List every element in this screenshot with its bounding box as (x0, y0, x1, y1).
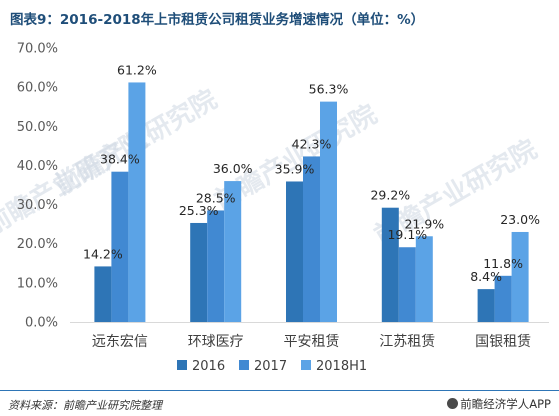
footer-divider (0, 390, 559, 391)
x-category-label: 国银租赁 (475, 334, 531, 350)
bar (111, 171, 129, 322)
bar (94, 266, 112, 322)
data-label: 42.3% (292, 136, 332, 151)
bar (511, 231, 529, 322)
watermark-layer: 前瞻产业研究院前瞻产业研究院前瞻产业研究院前瞻产业研究院 (0, 84, 542, 252)
brand-logo-icon (447, 398, 459, 409)
x-category-label: 远东宏信 (92, 334, 148, 350)
legend-label: 2018H1 (316, 359, 367, 374)
data-label: 11.8% (483, 256, 523, 271)
legend-swatch (177, 360, 187, 370)
chart-title: 图表9：2016-2018年上市租赁公司租赁业务增速情况（单位：%） (10, 12, 425, 28)
bar-chart: 前瞻产业研究院前瞻产业研究院前瞻产业研究院前瞻产业研究院 0.0% 10.0% 20… (0, 42, 549, 374)
bar (303, 156, 320, 322)
data-labels-layer: 14.2% 38.4% 61.2% 25.3%28.5% 36.0% 35.9% 42.3%… (83, 62, 540, 284)
y-tick-label: 60.0% (17, 81, 58, 96)
data-label: 25.3% (179, 203, 219, 218)
bar (286, 181, 303, 322)
bar (224, 181, 242, 322)
data-label: 61.2% (117, 62, 157, 77)
y-tick-label: 70.0% (17, 42, 58, 57)
data-label: 36.0% (213, 161, 253, 176)
y-tick-label: 50.0% (17, 120, 58, 135)
data-label: 23.0% (500, 212, 540, 227)
brand-name: 前瞻经济学人APP (460, 397, 551, 411)
data-label: 19.1% (387, 227, 427, 242)
legend-swatch (239, 360, 249, 370)
y-tick-label: 0.0% (25, 316, 58, 331)
data-label: 38.4% (100, 152, 140, 167)
bar (494, 275, 512, 322)
data-label: 28.5% (196, 190, 236, 205)
y-tick-label: 40.0% (17, 159, 58, 174)
bar (320, 101, 337, 322)
legend-swatch (301, 360, 311, 370)
legend: 2016 2017 2018H1 (177, 359, 367, 374)
x-category-label: 环球医疗 (188, 334, 244, 350)
bar (415, 236, 433, 322)
source-note: 资料来源：前瞻产业研究院整理 (8, 399, 162, 412)
legend-label: 2017 (254, 359, 287, 374)
x-axis-categories: 远东宏信 环球医疗 平安租赁 江苏租赁 国银租赁 (92, 334, 531, 350)
data-label: 8.4% (470, 269, 502, 284)
bar (381, 207, 399, 322)
x-category-label: 江苏租赁 (379, 334, 435, 350)
bar (207, 210, 225, 322)
legend-label: 2016 (192, 359, 225, 374)
y-tick-label: 30.0% (17, 198, 58, 213)
bar (477, 289, 495, 322)
brand-signature: 前瞻经济学人APP (447, 396, 551, 412)
data-label: 56.3% (309, 82, 349, 97)
x-category-label: 平安租赁 (284, 334, 340, 350)
bar (398, 247, 416, 322)
bars-layer (94, 82, 529, 323)
y-tick-label: 20.0% (17, 237, 58, 252)
data-label: 35.9% (275, 161, 315, 176)
y-tick-label: 10.0% (17, 276, 58, 291)
data-label: 29.2% (370, 188, 410, 203)
bar (190, 222, 208, 322)
bar (128, 82, 146, 323)
data-label: 14.2% (83, 246, 123, 261)
data-label: 21.9% (404, 216, 444, 231)
y-axis: 0.0% 10.0% 20.0% 30.0% 40.0% 50.0% 60.0% 70.0% (17, 42, 58, 331)
